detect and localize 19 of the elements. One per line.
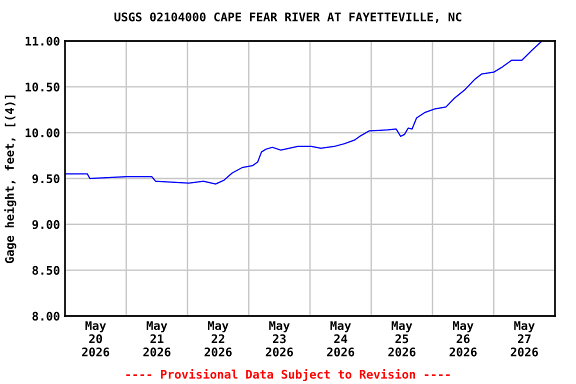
y-tick-label: 9.00 [32, 220, 60, 230]
y-tick-label: 8.00 [32, 312, 60, 321]
y-tick-label: 11.00 [26, 36, 60, 46]
line-series [65, 41, 542, 185]
x-tick-label: May 22 2026 [204, 321, 232, 356]
y-tick-label: 10.00 [26, 128, 60, 138]
chart-title: USGS 02104000 CAPE FEAR RIVER AT FAYETTEVILLE, NC [114, 12, 462, 23]
x-tick-label: May 21 2026 [143, 321, 170, 356]
y-axis-title: Gage height, feet, [(4)] [4, 96, 16, 264]
x-tick-label: May 27 2026 [510, 321, 538, 356]
y-tick-label: 8.50 [32, 266, 60, 275]
x-tick-label: May 24 2026 [327, 321, 354, 356]
x-tick-label: May 23 2026 [266, 321, 293, 356]
text: ---- Provisional Data Subject to Revision ---- [126, 368, 450, 382]
y-tick-label: 9.50 [32, 174, 60, 184]
y-tick-label: 10.50 [26, 82, 60, 92]
x-tick-label: May 26 2026 [450, 321, 477, 356]
x-tick-label: May 25 2026 [388, 321, 416, 356]
x-tick-label: May 20 2026 [82, 321, 110, 356]
